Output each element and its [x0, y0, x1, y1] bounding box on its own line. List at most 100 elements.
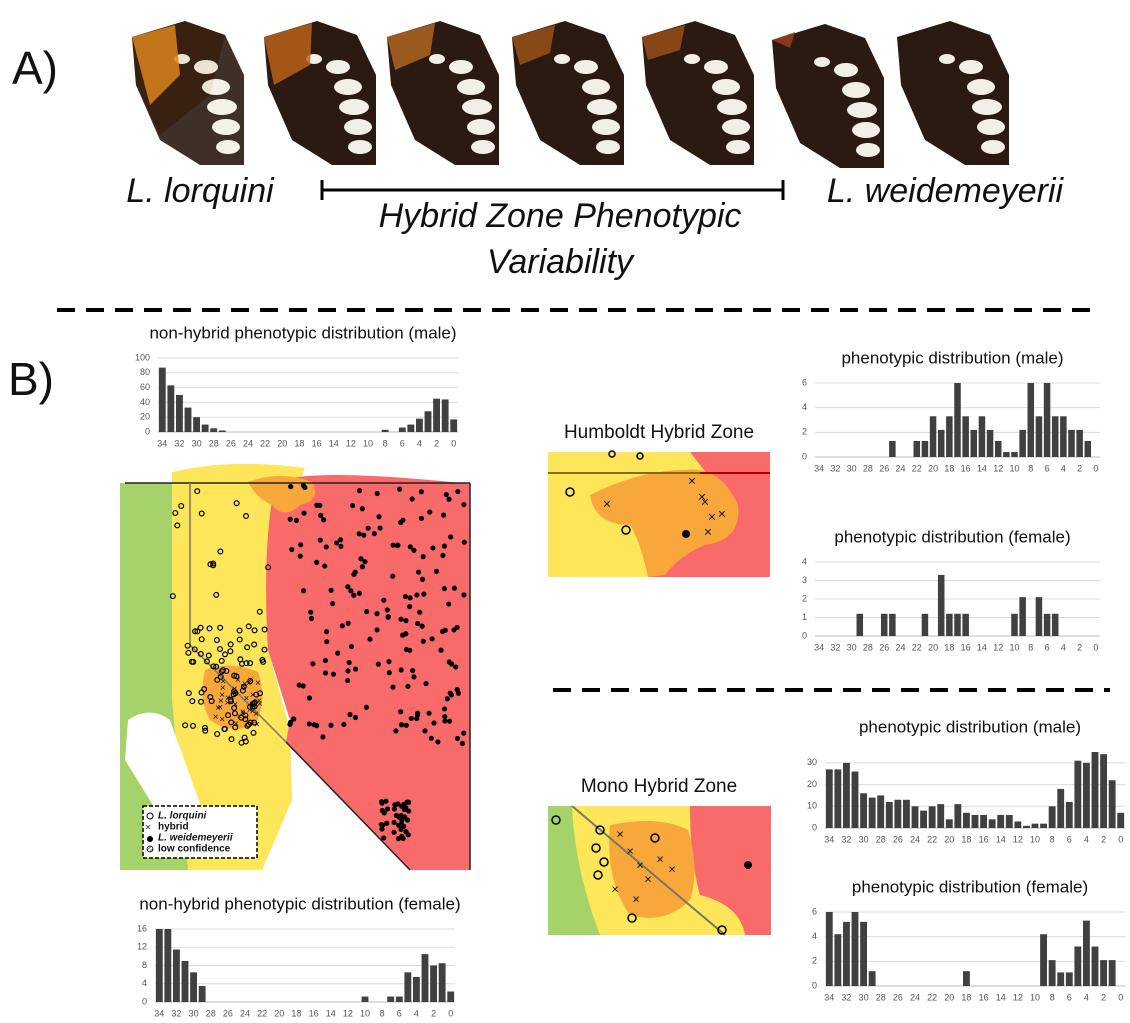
bar	[971, 430, 978, 457]
map-point	[404, 647, 409, 652]
x-tick-label: 4	[1084, 992, 1089, 1002]
map-point	[401, 804, 406, 809]
x-tick-label: 28	[209, 438, 219, 448]
bar	[199, 986, 206, 1002]
bar	[185, 408, 192, 432]
x-tick-label: 6	[1045, 463, 1050, 473]
x-tick-label: 18	[944, 642, 954, 652]
bar	[1049, 960, 1056, 986]
map-point	[421, 639, 426, 644]
map-point	[288, 517, 293, 522]
bar	[946, 614, 953, 636]
map-point	[357, 488, 362, 493]
map-point	[345, 678, 350, 683]
wings	[132, 21, 1009, 168]
bar	[422, 954, 429, 1002]
map-point	[379, 826, 384, 831]
bar	[889, 614, 896, 636]
x-tick-label: 4	[1084, 834, 1089, 844]
map-point	[351, 572, 356, 577]
x-tick-label: 26	[893, 834, 903, 844]
x-tick-label: 24	[910, 992, 920, 1002]
chart-title: non-hybrid phenotypic distribution (fema…	[139, 894, 460, 913]
map-point	[317, 503, 322, 508]
bar	[407, 425, 414, 432]
x-tick-label: 34	[814, 463, 824, 473]
bar	[962, 416, 969, 457]
bar	[182, 961, 189, 1002]
y-tick-label: 0	[142, 996, 147, 1006]
map-point	[294, 518, 299, 523]
bar	[450, 419, 457, 432]
map-legend: × L. lorquini hybrid L. weidemeyerii low…	[143, 806, 257, 858]
map-hybrid: ×	[232, 699, 238, 710]
map-point	[348, 588, 353, 593]
x-tick-label: 0	[1118, 834, 1123, 844]
bar	[1014, 821, 1021, 828]
bar	[920, 811, 927, 828]
svg-text:×: ×	[616, 826, 624, 841]
map-point	[390, 685, 395, 690]
map-point	[301, 588, 306, 593]
x-tick-label: 32	[841, 834, 851, 844]
map-point	[353, 715, 358, 720]
map-hybrid: ×	[257, 699, 263, 710]
map-point	[322, 563, 327, 568]
x-tick-label: 4	[1061, 463, 1066, 473]
x-tick-label: 10	[1030, 992, 1040, 1002]
map-point	[414, 592, 419, 597]
x-tick-label: 10	[1030, 834, 1040, 844]
map-point	[417, 610, 422, 615]
y-tick-label: 0	[812, 822, 817, 832]
bar	[997, 815, 1004, 828]
x-tick-label: 14	[329, 438, 339, 448]
map-point	[358, 556, 363, 561]
species-right: L. weidemeyerii	[827, 172, 1065, 210]
bar	[396, 997, 403, 1002]
bar	[963, 813, 970, 828]
bar	[877, 795, 884, 828]
svg-text:×: ×	[626, 843, 634, 858]
bar	[987, 430, 994, 457]
x-tick-label: 22	[257, 1008, 267, 1018]
x-tick-label: 8	[380, 1008, 385, 1018]
x-tick-label: 26	[879, 642, 889, 652]
y-tick-label: 1	[802, 612, 807, 622]
bar	[399, 428, 406, 432]
x-tick-label: 4	[414, 1008, 419, 1018]
x-tick-label: 0	[1093, 642, 1098, 652]
bar	[164, 929, 171, 1002]
bar	[860, 793, 867, 828]
map-point	[364, 609, 369, 614]
bar	[843, 922, 850, 986]
x-tick-label: 30	[859, 992, 869, 1002]
map-hybrid: ×	[255, 678, 261, 689]
legend-entry: L. weidemeyerii	[158, 833, 233, 844]
map-point	[392, 802, 397, 807]
x-tick-label: 22	[927, 992, 937, 1002]
map-point	[308, 610, 313, 615]
bar	[912, 806, 919, 828]
map-point	[393, 728, 398, 733]
map-point	[429, 636, 434, 641]
y-tick-label: 0	[802, 630, 807, 640]
map-point	[440, 553, 445, 558]
map-point	[435, 739, 440, 744]
map-point	[386, 659, 391, 664]
map-point	[381, 835, 386, 840]
main-map: ×××××××××××××××××××××××××××××× × L. lorq…	[120, 464, 470, 870]
x-tick-label: 14	[977, 642, 987, 652]
bar	[914, 441, 921, 457]
figure: A) L. lorquini Hybrid Zone Phenotypic Va…	[0, 0, 1130, 1023]
x-tick-label: 18	[961, 992, 971, 1002]
map-point	[360, 506, 365, 511]
map-point	[462, 540, 467, 545]
bar	[826, 912, 833, 986]
bar	[1003, 452, 1010, 457]
bar	[869, 971, 876, 986]
map-point	[453, 664, 458, 669]
svg-text:×: ×	[698, 489, 706, 505]
x-tick-label: 24	[910, 834, 920, 844]
bar	[946, 819, 953, 828]
y-tick-label: 3	[802, 575, 807, 585]
